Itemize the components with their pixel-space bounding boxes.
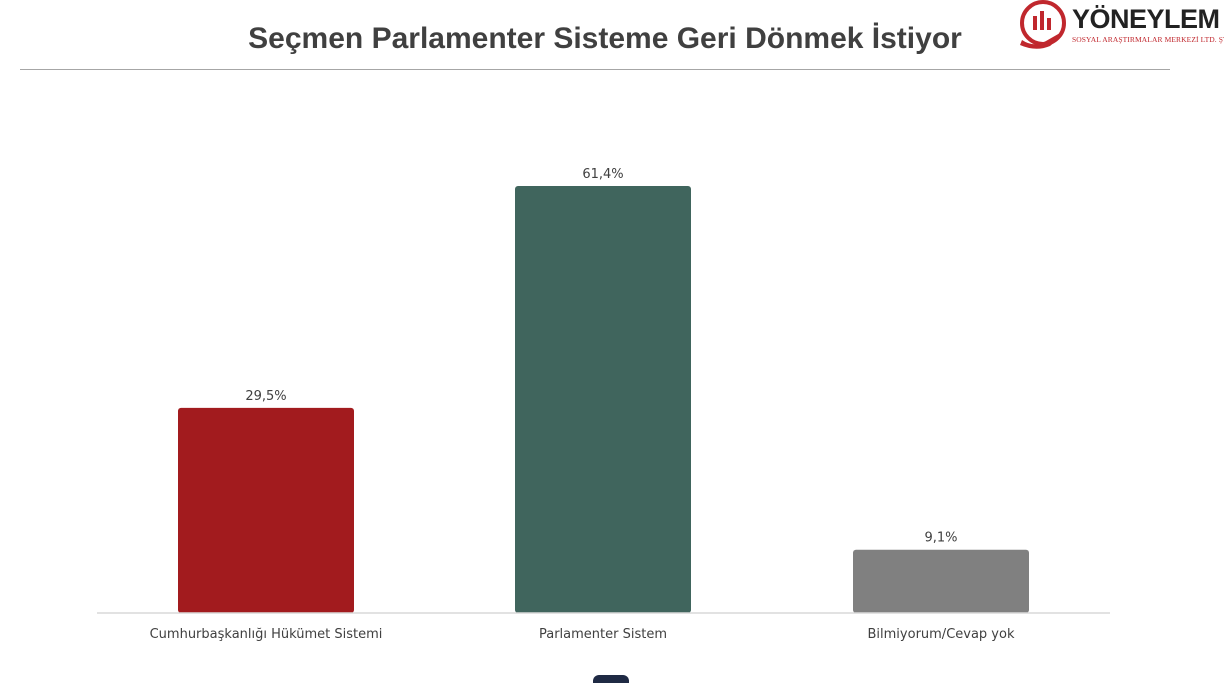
data-label-1: 29,5% [245, 389, 286, 404]
title-divider [20, 69, 1170, 70]
chart-title: Seçmen Parlamenter Sisteme Geri Dönmek İ… [248, 22, 962, 55]
category-label-3: Bilmiyorum/Cevap yok [868, 627, 1015, 642]
bar-3 [853, 549, 1029, 613]
data-label-2: 61,4% [582, 167, 623, 182]
logo-subtitle: SOSYAL ARAŞTIRMALAR MERKEZİ LTD. ŞTİ. [1072, 35, 1224, 44]
logo-name: YÖNEYLEM [1072, 4, 1220, 34]
bar-2 [515, 186, 691, 613]
bar-chart-hand-icon [1020, 0, 1066, 49]
page-indicator [593, 675, 629, 683]
data-label-3: 9,1% [924, 531, 957, 546]
category-label-1: Cumhurbaşkanlığı Hükümet Sistemi [150, 627, 383, 642]
category-label-2: Parlamenter Sistem [539, 627, 667, 642]
logo: YÖNEYLEM SOSYAL ARAŞTIRMALAR MERKEZİ LTD… [1016, 0, 1224, 50]
bar-1 [178, 407, 354, 613]
